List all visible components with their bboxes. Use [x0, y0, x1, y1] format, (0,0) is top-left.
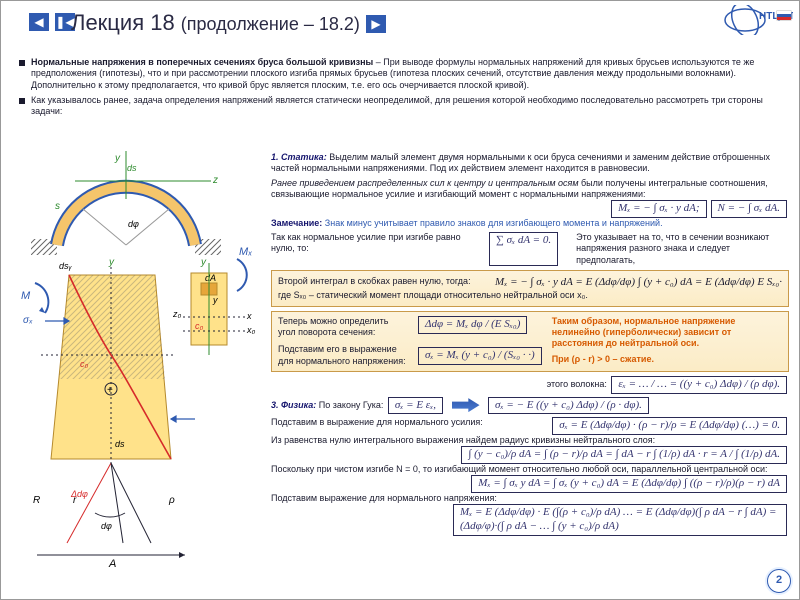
- box2-b: Подставим его в выражение для нормальног…: [278, 344, 408, 367]
- page-number: 2: [767, 569, 791, 593]
- svg-text:y: y: [200, 257, 207, 268]
- lecture-nav: ◀ ❚◀: [29, 13, 75, 31]
- zam-label: Замечание:: [271, 218, 325, 228]
- logo: НТЦ ТТ: [723, 5, 793, 35]
- nav-prev[interactable]: ◀: [29, 13, 49, 31]
- svg-text:ρ: ρ: [168, 495, 175, 506]
- podst2-eq: Mₓ = E (Δdφ/dφ) · E (∫(ρ + c₀)/ρ dA) … =…: [453, 504, 787, 536]
- zam-text: Знак минус учитывает правило знаков для …: [325, 218, 663, 228]
- svg-text:ds: ds: [127, 163, 137, 173]
- svg-text:M: M: [21, 290, 31, 302]
- box-2: Теперь можно определить угол поворота се…: [271, 311, 789, 372]
- eq-sum-zero: ∑ σₓ dA = 0.: [489, 232, 558, 266]
- box-1: Второй интеграл в скобках равен нулю, то…: [271, 270, 789, 307]
- svg-text:x₀: x₀: [246, 325, 256, 335]
- volokna-eq: εₓ = … / … = ((y + c₀) Δdφ) / (ρ dφ).: [611, 376, 787, 394]
- svg-text:y: y: [114, 153, 121, 164]
- intro-text: Нормальные напряжения в поперечных сечен…: [19, 57, 789, 121]
- box2-c: Таким образом, нормальное напряжение нел…: [552, 316, 782, 350]
- fizika-eq1: σₓ = E εₓ,: [388, 397, 443, 415]
- title-sub: (продолжение – 18.2): [181, 14, 360, 34]
- arrow-icon: [452, 398, 480, 412]
- content-column: 1. Статика: Выделим малый элемент двумя …: [271, 151, 789, 581]
- lecture-title: Лекция 18 (продолжение – 18.2) ▶: [71, 9, 386, 37]
- svg-text:A: A: [108, 558, 116, 570]
- pokolku: Поскольку при чистом изгибе N = 0, то из…: [271, 464, 768, 474]
- fizika-label: 3. Физика:: [271, 400, 319, 410]
- svg-text:ds: ds: [115, 439, 125, 449]
- izrav-eq: ∫ (y − c₀)/ρ dA = ∫ (ρ − r)/ρ dA = ∫ dA …: [461, 446, 787, 464]
- volokna: этого волокна:: [547, 379, 607, 389]
- b2: Как указывалось ранее, задача определени…: [31, 95, 789, 118]
- svg-text:dφ: dφ: [128, 219, 139, 229]
- eq-mx: Mₓ = − ∫ σₓ · y dA;: [611, 200, 706, 218]
- podst1-eq: σₓ = E (Δdφ/dφ) · (ρ − r)/ρ = E (Δdφ/dφ)…: [552, 417, 787, 435]
- box1-b: где Sₓ₀ – статический момент площади отн…: [278, 290, 782, 301]
- svg-text:dA: dA: [205, 273, 216, 283]
- diagrams: y z ds s dφ σₓ M dsᵧ y + c₀ ds: [15, 151, 265, 571]
- statika-label: 1. Статика:: [271, 152, 329, 162]
- podst1: Подставим в выражение для нормального ус…: [271, 417, 483, 427]
- svg-text:σₓ: σₓ: [23, 315, 33, 326]
- eq-n: N = − ∫ σₓ dA.: [711, 200, 787, 218]
- statika-text: Выделим малый элемент двумя нормальными …: [271, 152, 770, 173]
- izrav: Из равенства нулю интегрального выражени…: [271, 435, 655, 445]
- svg-text:c₀: c₀: [195, 321, 204, 331]
- svg-text:dφ: dφ: [101, 521, 112, 531]
- ranee-ital: Ранее приведением распределенных сил к ц…: [271, 178, 581, 188]
- takkak: Так как нормальное усилие при изгибе рав…: [271, 232, 471, 266]
- svg-text:Mₓ: Mₓ: [239, 246, 252, 258]
- box2-a: Теперь можно определить угол поворота се…: [278, 316, 408, 339]
- svg-text:+: +: [107, 385, 113, 396]
- svg-text:y: y: [212, 295, 218, 305]
- box2-eq2: σₓ = Mₓ (y + c₀) / (Sₓ₀ · ·): [418, 347, 542, 365]
- eto: Это указывает на то, что в сечении возни…: [576, 232, 789, 266]
- fizika-text: По закону Гука:: [319, 400, 384, 410]
- box2-d: При (ρ - r) > 0 – сжатие.: [552, 354, 782, 365]
- b1-heading: Нормальные напряжения в поперечных сечен…: [31, 57, 373, 67]
- podst2: Подставим выражение для нормального напр…: [271, 493, 497, 503]
- title-main: Лекция 18: [71, 10, 181, 35]
- svg-text:x: x: [246, 311, 252, 321]
- box2-eq1: Δdφ = Mₓ dφ / (E Sₓ₀): [418, 316, 527, 334]
- pokolku-eq: Mₓ = ∫ σₓ y dA = ∫ σₓ (y + c₀) dA = E (Δ…: [471, 475, 787, 493]
- box1-a: Второй интеграл в скобках равен нулю, то…: [278, 276, 471, 286]
- svg-text:R: R: [33, 495, 40, 506]
- box1-eq: Mₓ = − ∫ σₓ · y dA = E (Δdφ/dφ) ∫ (y + c…: [495, 276, 782, 290]
- svg-text:c₀: c₀: [80, 359, 89, 369]
- svg-text:z: z: [212, 175, 218, 186]
- svg-text:z₀: z₀: [172, 309, 182, 319]
- svg-text:y: y: [108, 257, 115, 268]
- fizika-eq2: σₓ = − E ((y + c₀) Δdφ) / (ρ · dφ).: [488, 397, 649, 415]
- svg-text:dsᵧ: dsᵧ: [59, 261, 73, 271]
- nav-next[interactable]: ▶: [366, 15, 386, 33]
- svg-text:s: s: [55, 201, 60, 212]
